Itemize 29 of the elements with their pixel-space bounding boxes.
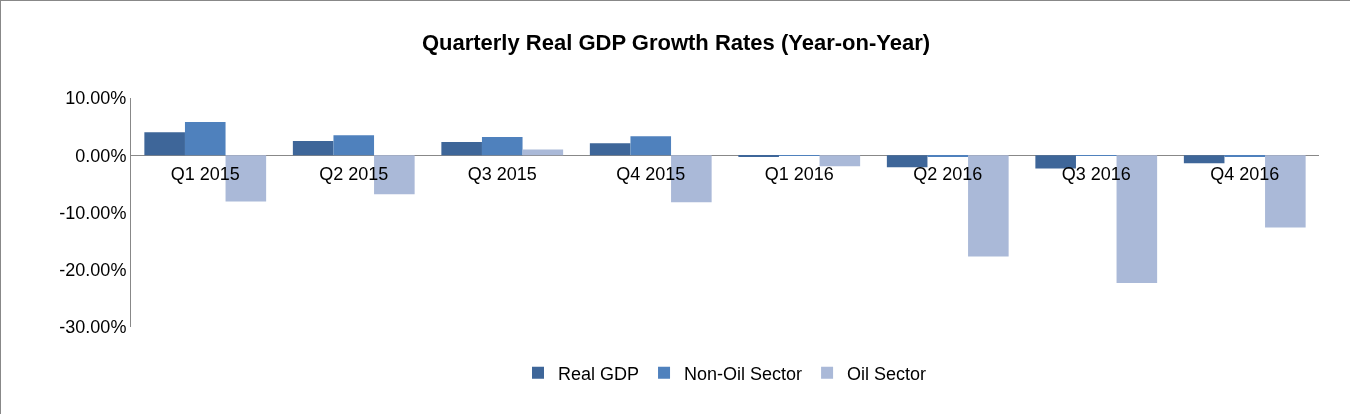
x-tick-label: Q1 2015 [170,164,240,185]
x-tick-label: Q2 2016 [913,164,983,185]
legend-label: Non-Oil Sector [684,363,803,384]
bar [589,143,631,156]
legend-label: Oil Sector [847,363,927,384]
y-tick-label: 10.00% [65,88,127,109]
bar [819,155,861,167]
bar [144,132,185,156]
bar [441,142,482,156]
bar [630,136,672,156]
bar [481,136,523,156]
bar [333,135,375,156]
bar [1035,155,1076,169]
bar [184,122,226,156]
y-tick-label: -20.00% [59,260,127,281]
x-tick-label: Q4 2016 [1210,164,1280,185]
legend-label: Real GDP [558,363,640,384]
x-tick-label: Q2 2015 [319,164,389,185]
bar [292,140,334,156]
x-tick-label: Q1 2016 [764,164,834,185]
y-tick-label: -30.00% [59,317,127,338]
y-tick-label: -10.00% [59,202,127,223]
chart-title: Quarterly Real GDP Growth Rates (Year-on-Year) [421,30,931,56]
bar [886,155,928,168]
x-tick-label: Q3 2015 [467,164,537,185]
bar [1183,155,1225,164]
x-tick-label: Q3 2016 [1061,164,1131,185]
y-tick-label: 0.00% [75,145,127,166]
x-tick-label: Q4 2015 [616,164,686,185]
